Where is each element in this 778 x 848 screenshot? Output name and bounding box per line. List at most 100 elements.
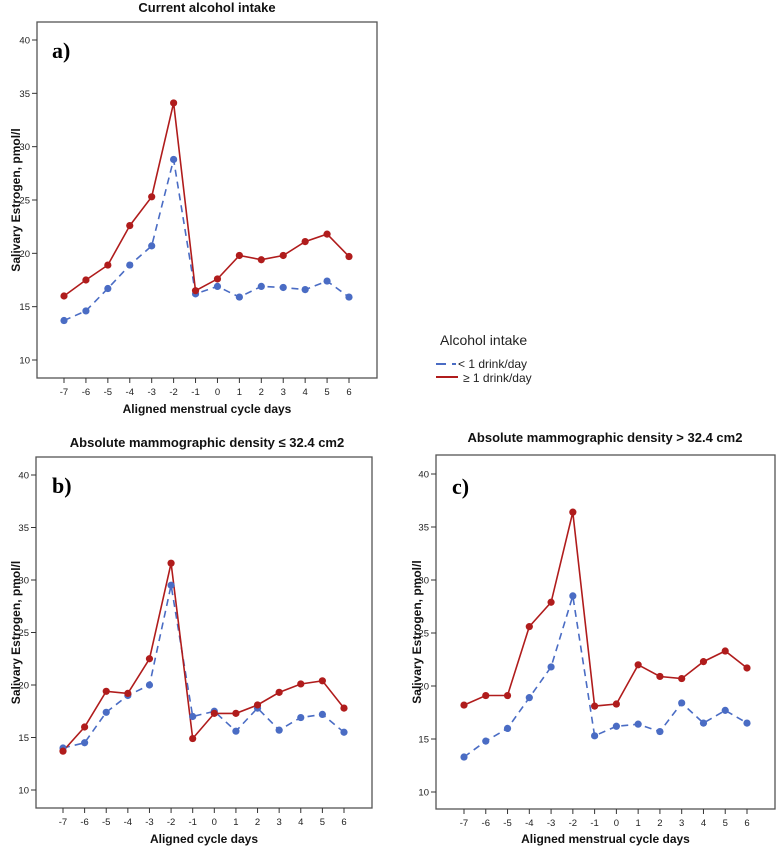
- x-tick-label: 5: [723, 818, 728, 829]
- data-point-high-intake: [340, 704, 348, 712]
- data-point-low-intake: [591, 732, 599, 740]
- data-point-high-intake: [699, 658, 708, 666]
- data-point-high-intake: [345, 252, 353, 261]
- data-point-high-intake: [634, 661, 642, 669]
- y-axis-label: Salivary Estrogen, pmol/l: [410, 560, 424, 703]
- x-axis-label: Aligned menstrual cycle days: [521, 832, 690, 846]
- data-point-low-intake: [297, 713, 305, 722]
- data-point-low-intake: [721, 706, 729, 714]
- x-tick-label: -7: [59, 817, 67, 828]
- y-tick-label: 25: [418, 629, 429, 640]
- data-point-high-intake: [189, 734, 197, 743]
- data-point-high-intake: [167, 559, 175, 567]
- data-point-low-intake: [126, 261, 134, 269]
- x-tick-label: 1: [237, 387, 242, 398]
- data-point-high-intake: [60, 292, 68, 300]
- x-tick-label: 0: [215, 387, 220, 398]
- y-tick-label: 15: [19, 302, 30, 313]
- data-point-low-intake: [340, 728, 348, 736]
- data-point-low-intake: [81, 739, 89, 747]
- data-point-low-intake: [235, 293, 243, 301]
- y-tick-label: 20: [19, 249, 30, 260]
- data-point-low-intake: [612, 722, 620, 730]
- x-tick-label: 4: [298, 817, 303, 828]
- x-tick-label: 0: [614, 818, 619, 829]
- data-point-low-intake: [82, 307, 90, 315]
- x-tick-label: -4: [126, 387, 134, 398]
- plot-frame: [36, 21, 378, 379]
- data-point-low-intake: [503, 724, 512, 733]
- y-tick-label: 15: [18, 733, 29, 744]
- data-point-low-intake: [318, 710, 326, 719]
- data-point-low-intake: [275, 726, 283, 734]
- data-point-high-intake: [569, 508, 577, 516]
- legend-label-low: < 1 drink/day: [458, 357, 527, 371]
- data-point-high-intake: [148, 193, 156, 201]
- x-tick-label: 3: [281, 387, 286, 398]
- chart-title: Current alcohol intake: [138, 0, 275, 15]
- data-point-high-intake: [323, 230, 331, 238]
- x-tick-label: 2: [259, 387, 264, 398]
- x-tick-label: 2: [255, 817, 260, 828]
- x-tick-label: -7: [460, 818, 468, 829]
- data-point-low-intake: [167, 581, 175, 589]
- x-tick-label: 3: [679, 818, 684, 829]
- x-tick-label: -2: [169, 387, 177, 398]
- panel-label: b): [52, 473, 72, 498]
- y-tick-label: 10: [418, 788, 429, 799]
- data-point-low-intake: [525, 694, 533, 702]
- data-point-high-intake: [482, 691, 490, 700]
- y-axis-label: Salivary Estrogen, pmol/l: [9, 561, 23, 704]
- data-point-low-intake: [569, 592, 577, 600]
- legend-label-high: ≥ 1 drink/day: [463, 371, 532, 385]
- data-point-high-intake: [318, 677, 326, 685]
- x-axis-label: Aligned menstrual cycle days: [123, 402, 292, 416]
- data-point-high-intake: [612, 700, 620, 708]
- data-point-low-intake: [323, 277, 331, 285]
- x-tick-label: -6: [80, 817, 88, 828]
- data-point-high-intake: [591, 702, 599, 710]
- x-tick-label: 6: [341, 817, 346, 828]
- x-tick-label: -2: [167, 817, 175, 828]
- data-point-low-intake: [145, 681, 154, 689]
- y-tick-label: 35: [18, 523, 29, 534]
- data-point-high-intake: [503, 691, 512, 700]
- y-tick-label: 20: [18, 681, 29, 692]
- series-line-high-intake: [463, 512, 748, 707]
- y-tick-label: 25: [19, 196, 30, 207]
- x-tick-label: -3: [145, 817, 153, 828]
- y-tick-label: 40: [18, 471, 29, 482]
- data-point-low-intake: [460, 753, 468, 761]
- data-point-high-intake: [257, 256, 265, 264]
- data-point-high-intake: [460, 701, 468, 709]
- x-tick-label: -6: [482, 818, 490, 829]
- y-axis-label: Salivary Estrogen, pmol/l: [9, 128, 23, 271]
- x-tick-label: -3: [547, 818, 555, 829]
- data-point-low-intake: [232, 727, 240, 735]
- data-point-low-intake: [678, 699, 686, 707]
- data-point-high-intake: [253, 701, 262, 709]
- x-tick-label: -2: [569, 818, 577, 829]
- x-tick-label: 1: [636, 818, 641, 829]
- chart-title: Absolute mammographic density ≤ 32.4 cm2: [70, 435, 344, 450]
- data-point-low-intake: [213, 282, 222, 290]
- x-tick-label: -4: [525, 818, 533, 829]
- data-point-high-intake: [235, 251, 243, 260]
- chart-panel-c: Absolute mammographic density > 32.4 cm2…: [410, 430, 776, 846]
- y-tick-label: 35: [418, 523, 429, 534]
- data-point-high-intake: [297, 680, 305, 688]
- data-point-high-intake: [743, 664, 751, 672]
- y-tick-label: 40: [418, 470, 429, 481]
- x-tick-label: -5: [503, 818, 511, 829]
- data-point-low-intake: [482, 737, 490, 745]
- x-tick-label: 4: [303, 387, 308, 398]
- x-tick-label: 6: [346, 387, 351, 398]
- y-tick-label: 30: [418, 576, 429, 587]
- y-tick-label: 30: [18, 576, 29, 587]
- plot-frame: [35, 456, 373, 809]
- data-point-low-intake: [257, 282, 265, 290]
- y-tick-label: 10: [19, 356, 30, 367]
- x-tick-label: -1: [590, 818, 598, 829]
- data-point-high-intake: [82, 276, 90, 284]
